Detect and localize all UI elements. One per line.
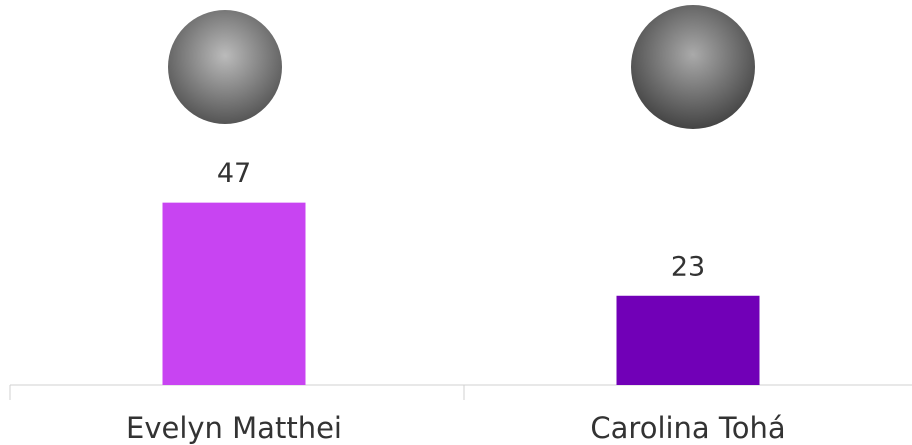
value-label: 23 [671, 251, 705, 282]
candidate-photo [168, 10, 282, 124]
bar [163, 203, 306, 385]
bar [617, 296, 760, 385]
page: 47Evelyn Matthei23Carolina Tohá (() => {… [0, 0, 912, 445]
value-label: 47 [217, 158, 251, 189]
candidate-photo [631, 5, 755, 129]
chart: 47 Evelyn Matthei 23 Carolina Tohá [0, 0, 912, 445]
x-tick-label: Carolina Tohá [590, 411, 785, 445]
x-tick-label: Evelyn Matthei [126, 411, 342, 445]
